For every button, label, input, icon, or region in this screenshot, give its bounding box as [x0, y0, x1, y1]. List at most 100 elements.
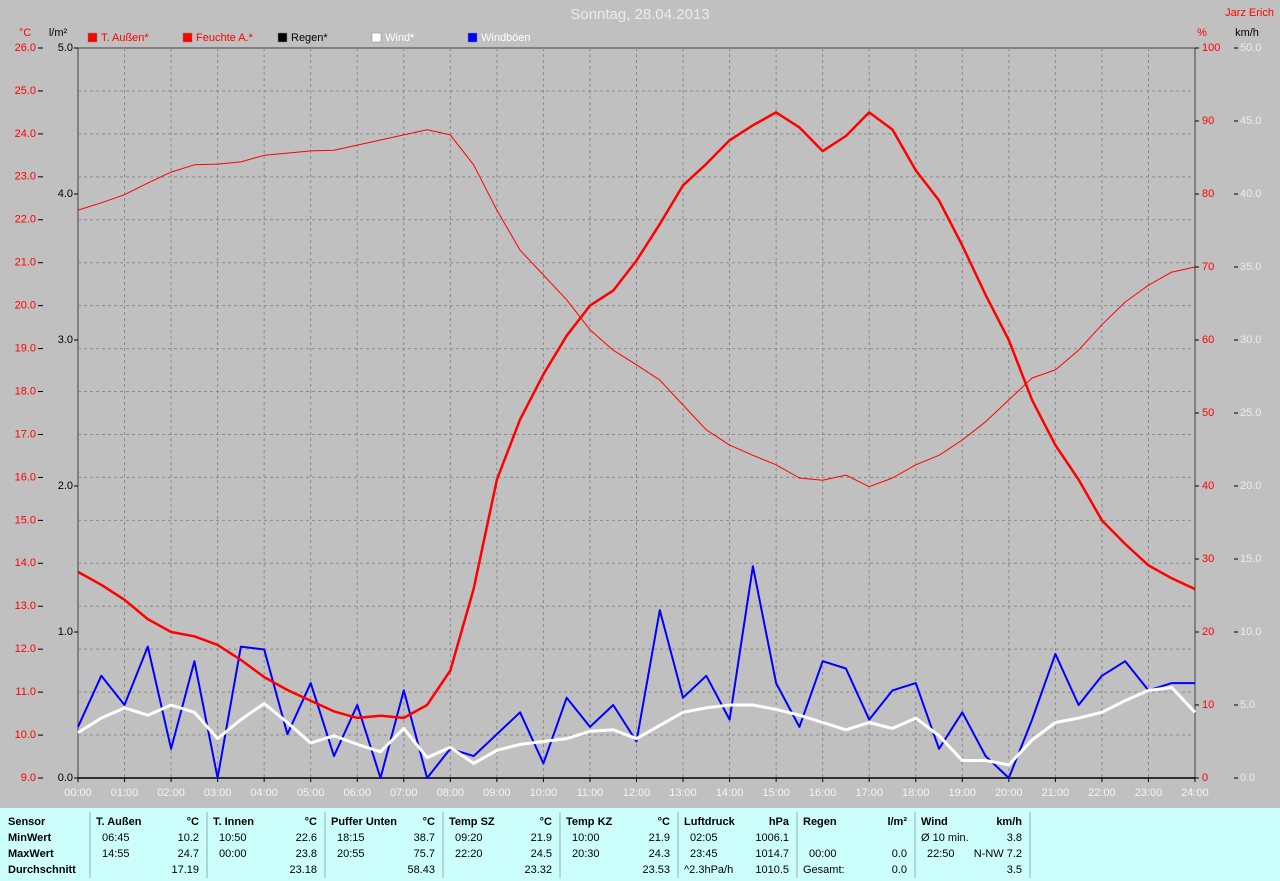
- y-tick-label: 26.0: [15, 42, 36, 54]
- y-tick-label: 60: [1202, 334, 1214, 346]
- legend-label: T. Außen*: [101, 32, 149, 44]
- column-unit: °C: [540, 816, 552, 828]
- cell-value: 38.7: [414, 832, 435, 844]
- axis-unit: l/m²: [49, 27, 68, 39]
- y-tick-label: 5.0: [1240, 699, 1255, 711]
- cell-value: 1006.1: [755, 832, 789, 844]
- table-corner: Sensor: [8, 816, 46, 828]
- cell-value: 21.9: [649, 832, 670, 844]
- cell-time: 22:20: [455, 848, 483, 860]
- y-tick-label: 21.0: [15, 257, 36, 269]
- legend-label: Windböen: [481, 32, 531, 44]
- y-tick-label: 15.0: [15, 514, 36, 526]
- axis-unit: %: [1197, 27, 1207, 39]
- cell-value: 24.5: [531, 848, 552, 860]
- column-unit: °C: [658, 816, 670, 828]
- x-tick-label: 06:00: [343, 787, 371, 799]
- y-tick-label: 9.0: [21, 772, 36, 784]
- y-tick-label: 14.0: [15, 557, 36, 569]
- column-name: Temp KZ: [566, 816, 613, 828]
- y-tick-label: 17.0: [15, 428, 36, 440]
- x-tick-label: 09:00: [483, 787, 511, 799]
- y-tick-label: 18.0: [15, 385, 36, 397]
- y-tick-label: 80: [1202, 188, 1214, 200]
- cell-value: 23.8: [296, 848, 317, 860]
- column-name: Puffer Unten: [331, 816, 397, 828]
- y-tick-label: 25.0: [1240, 407, 1261, 419]
- plot: 00:00 01:00 02:00 03:00 04:00 05:00 06:00 07:00…: [15, 27, 1262, 799]
- axis-unit: km/h: [1235, 27, 1259, 39]
- cell-time: 14:55: [102, 848, 130, 860]
- cell-time: 10:00: [572, 832, 600, 844]
- x-tick-label: 17:00: [855, 787, 883, 799]
- cell-value: 23.18: [289, 864, 317, 876]
- y-tick-label: 0: [1202, 772, 1208, 784]
- cell-value: 1010.5: [755, 864, 789, 876]
- legend-label: Regen*: [291, 32, 328, 44]
- y-tick-label: 50.0: [1240, 42, 1261, 54]
- cell-value: 17.19: [171, 864, 199, 876]
- series-line: [77, 129, 1196, 488]
- y-tick-label: 20: [1202, 626, 1214, 638]
- x-tick-label: 12:00: [623, 787, 651, 799]
- legend-swatch: [182, 32, 193, 43]
- cell-value: 23.53: [642, 864, 670, 876]
- row-label: MaxWert: [8, 848, 54, 860]
- stats-table: Sensor T. Außen °C T. Innen °C Puffer Unten °C…: [8, 812, 1031, 878]
- y-tick-label: 30: [1202, 553, 1214, 565]
- y-tick-label: 20.0: [1240, 480, 1261, 492]
- y-tick-label: 25.0: [15, 85, 36, 97]
- legend-label: Wind*: [385, 32, 415, 44]
- y-tick-label: 40: [1202, 480, 1214, 492]
- cell-value: 1014.7: [755, 848, 789, 860]
- y-tick-label: 15.0: [1240, 553, 1261, 565]
- x-tick-label: 16:00: [809, 787, 837, 799]
- x-tick-label: 22:00: [1088, 787, 1116, 799]
- cell-value: 22.6: [296, 832, 317, 844]
- cell-time: ^2.3hPa/h: [684, 864, 733, 876]
- y-tick-label: 11.0: [15, 686, 36, 698]
- y-tick-label: 24.0: [15, 128, 36, 140]
- cell-value: 23.32: [524, 864, 552, 876]
- x-tick-label: 01:00: [111, 787, 139, 799]
- stats-table-bg: [0, 808, 1280, 881]
- cell-value: 21.9: [531, 832, 552, 844]
- column-unit: l/m²: [887, 816, 907, 828]
- y-tick-label: 100: [1202, 42, 1220, 54]
- y-tick-label: 4.0: [58, 188, 73, 200]
- cell-time: 10:50: [219, 832, 247, 844]
- y-tick-label: 70: [1202, 261, 1214, 273]
- series-line: [77, 565, 1195, 779]
- series-line: [77, 111, 1196, 720]
- credit: Jarz Erich: [1225, 7, 1274, 19]
- chart-title: Sonntag, 28.04.2013: [570, 6, 709, 23]
- cell-time: 09:20: [455, 832, 483, 844]
- x-tick-label: 04:00: [250, 787, 278, 799]
- axis-unit: °C: [19, 27, 31, 39]
- y-tick-label: 90: [1202, 115, 1214, 127]
- x-tick-label: 02:00: [157, 787, 185, 799]
- x-tick-label: 05:00: [297, 787, 325, 799]
- legend-swatch: [371, 32, 382, 43]
- cell-value: 0.0: [892, 848, 907, 860]
- column-unit: °C: [305, 816, 317, 828]
- cell-value: 3.8: [1007, 832, 1022, 844]
- y-tick-label: 20.0: [15, 300, 36, 312]
- column-unit: °C: [423, 816, 435, 828]
- y-tick-label: 0.0: [58, 772, 73, 784]
- y-tick-label: 19.0: [15, 342, 36, 354]
- column-name: Wind: [921, 816, 948, 828]
- cell-value: 10.2: [178, 832, 199, 844]
- cell-time: 00:00: [219, 848, 247, 860]
- x-tick-label: 13:00: [669, 787, 697, 799]
- cell-time: 18:15: [337, 832, 365, 844]
- x-tick-label: 10:00: [530, 787, 558, 799]
- cell-time: 23:45: [690, 848, 718, 860]
- y-tick-label: 50: [1202, 407, 1214, 419]
- x-tick-label: 00:00: [64, 787, 92, 799]
- y-tick-label: 3.0: [58, 334, 73, 346]
- column-name: Regen: [803, 816, 837, 828]
- column-name: Temp SZ: [449, 816, 495, 828]
- y-tick-label: 13.0: [15, 600, 36, 612]
